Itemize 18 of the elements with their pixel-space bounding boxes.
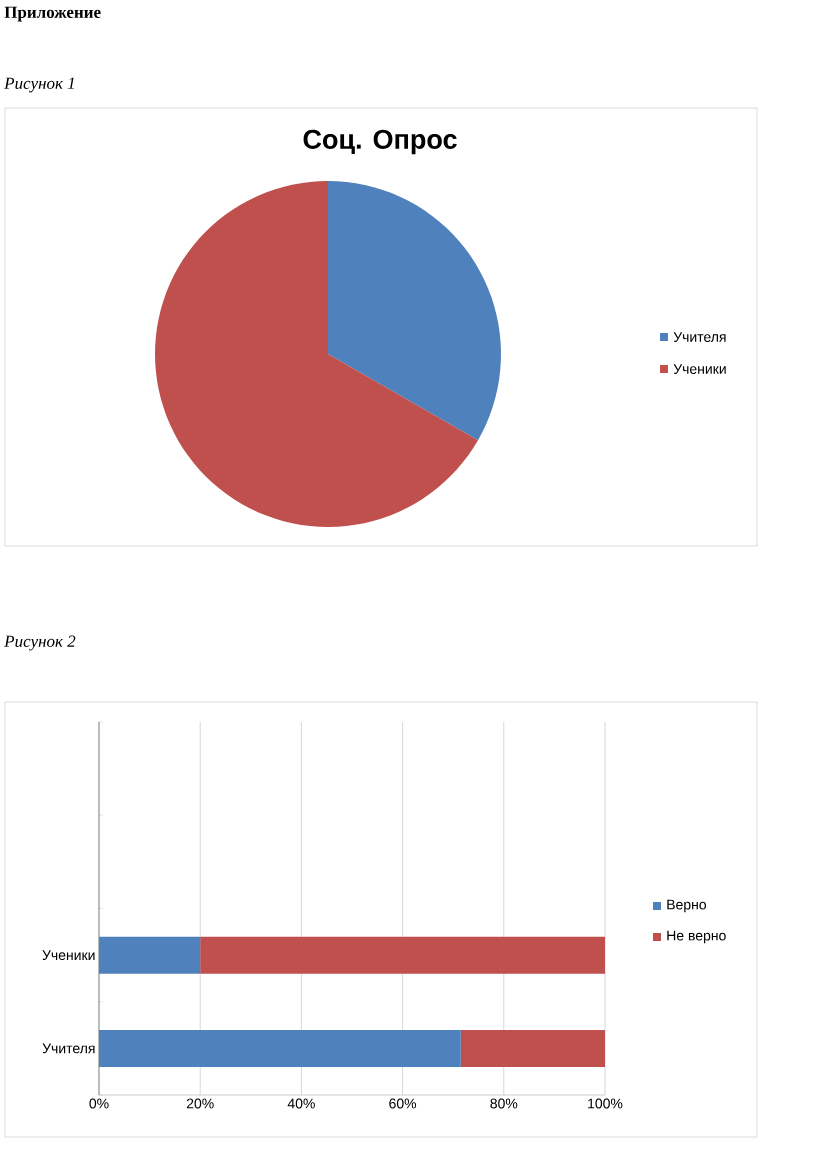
bar	[200, 936, 605, 974]
bar	[99, 936, 201, 974]
x-tick-label: 60%	[389, 1098, 417, 1109]
text: Приложение	[4, 6, 101, 22]
legend-label: Учителя	[673, 332, 726, 342]
x-tick-label: 40%	[287, 1098, 315, 1109]
legend-label: Ученики	[673, 364, 726, 374]
legend-label: Верно	[667, 899, 707, 913]
text: Рисунок 2	[4, 635, 76, 651]
bar	[460, 1029, 605, 1067]
chart-title: Соц. Опрос	[303, 129, 457, 155]
x-tick-label: 20%	[186, 1098, 214, 1109]
bar	[99, 1029, 461, 1067]
x-tick-label: 80%	[490, 1098, 518, 1109]
legend-label: Не верно	[667, 930, 726, 944]
x-tick-label: 100%	[588, 1098, 623, 1109]
text: Рисунок 1	[4, 77, 74, 93]
x-tick-label: 0%	[89, 1098, 109, 1109]
